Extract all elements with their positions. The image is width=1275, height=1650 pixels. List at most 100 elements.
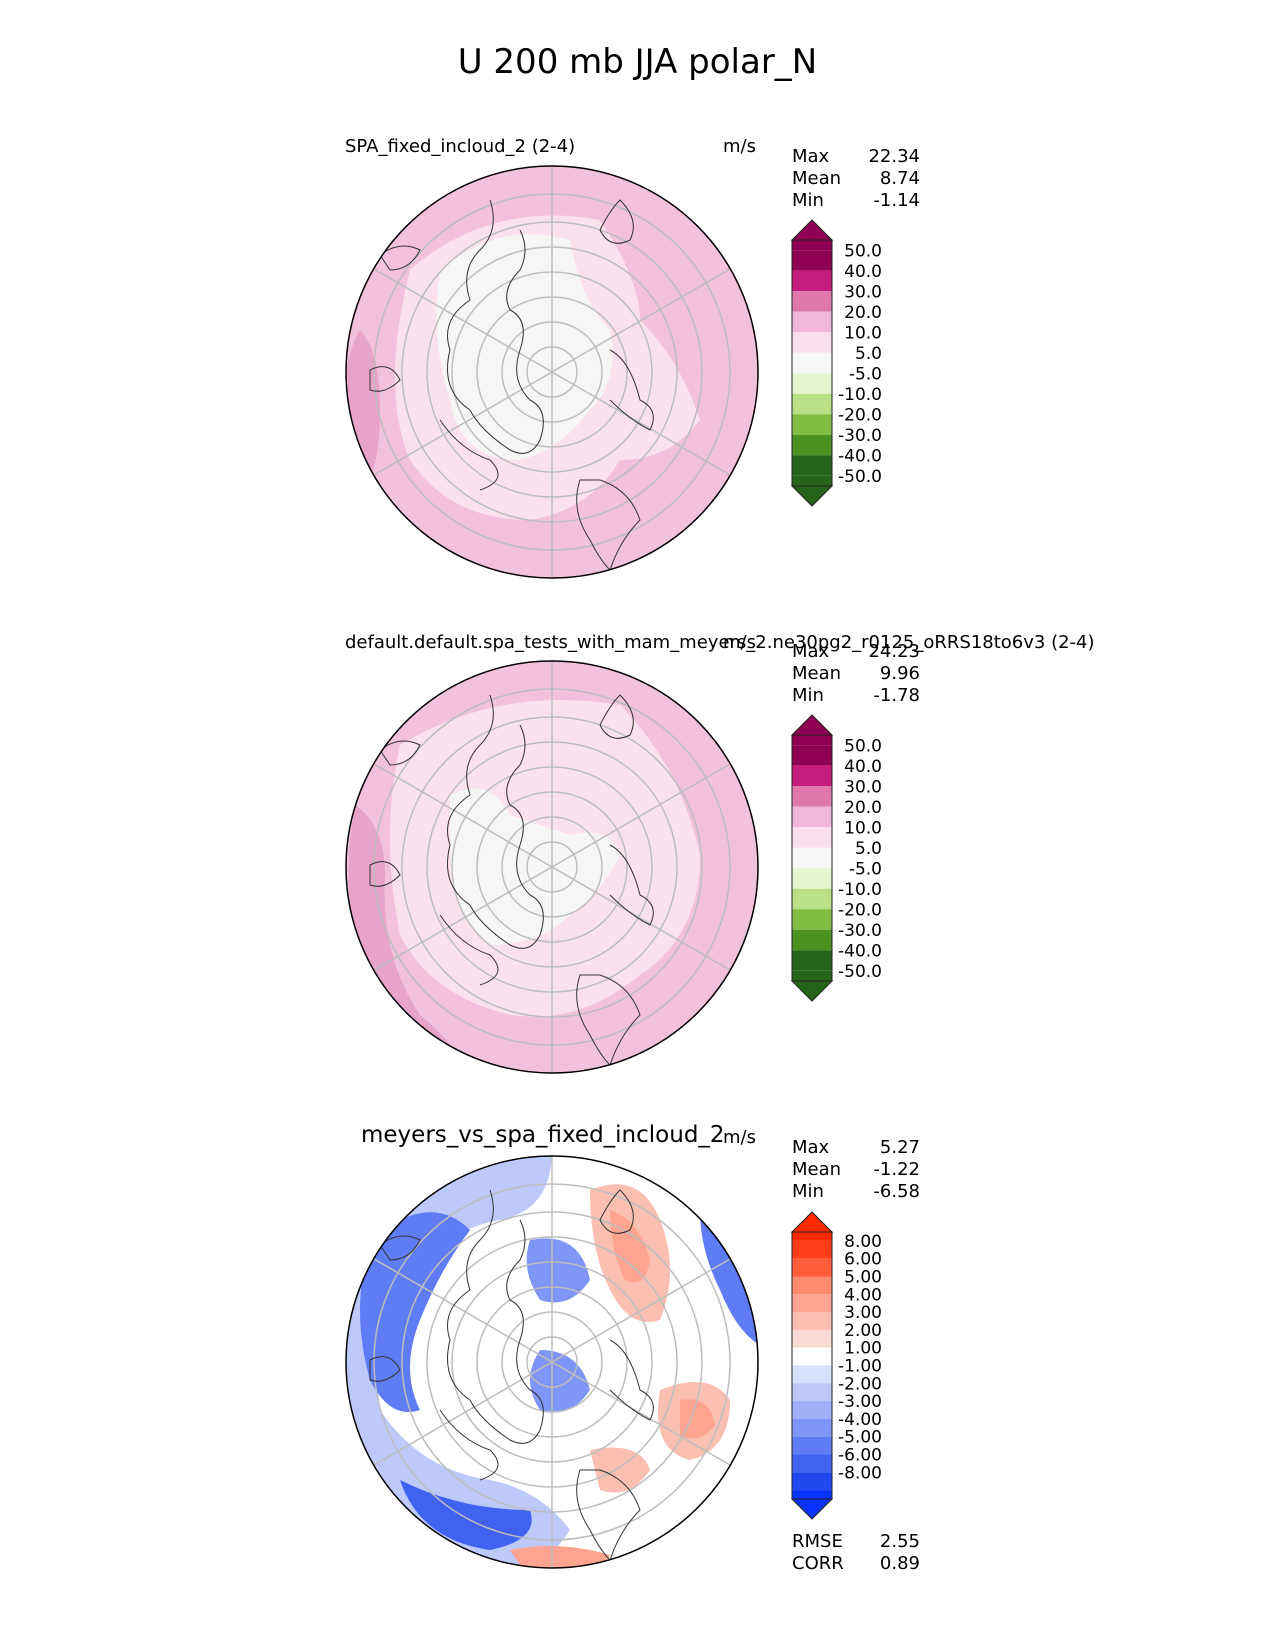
colorbar-tick-label: -5.0 (849, 859, 882, 879)
panel-2-field-fill-neutral (450, 788, 620, 945)
colorbar-swatch (792, 1365, 832, 1384)
panel-2-colorbar: 50.040.030.020.010.05.0-5.0-10.0-20.0-30… (790, 714, 882, 1002)
figure-title: U 200 mb JJA polar_N (457, 42, 818, 82)
panel-3-colorbar-swatches (790, 1211, 834, 1520)
colorbar-swatch (792, 1276, 832, 1295)
colorbar-swatch (792, 765, 832, 787)
panel-3-field-fill-pos-east-core (680, 1399, 715, 1439)
colorbar-swatch (792, 311, 832, 333)
panel-3-map (345, 1155, 759, 1569)
colorbar-extend-bottom (790, 1498, 834, 1520)
colorbar-swatch (792, 909, 832, 930)
colorbar-swatch (792, 806, 832, 828)
panel-3-graticule (373, 1156, 731, 1568)
colorbar-tick-label: 40.0 (844, 757, 882, 777)
panel-1-max-value: 22.34 (868, 146, 920, 167)
colorbar-tick-label: -10.0 (838, 880, 882, 900)
colorbar-swatch (792, 434, 832, 456)
panel-1-title: SPA_fixed_incloud_2 (2-4) (345, 136, 576, 157)
panel-1-mean-value: 8.74 (879, 168, 920, 189)
panel-1-graticule (373, 166, 731, 578)
panel-3-field-fill-pos-southeast (590, 1447, 650, 1493)
panel-1-min-value: -1.14 (873, 190, 920, 211)
colorbar-tick-label: -3.00 (838, 1392, 882, 1412)
colorbar-tick-label: 8.00 (844, 1232, 882, 1252)
colorbar-tick-label: 5.00 (844, 1268, 882, 1288)
panel-1-map (345, 165, 759, 579)
colorbar-swatch (792, 291, 832, 312)
panel-2-min-value: -1.78 (873, 685, 920, 706)
colorbar-tick-label: 5.0 (855, 344, 882, 364)
colorbar-swatch (792, 929, 832, 951)
colorbar-swatch (792, 745, 832, 766)
colorbar-tick-label: 20.0 (844, 303, 882, 323)
colorbar-swatch (792, 240, 832, 251)
panel-3-map-border (345, 1155, 759, 1569)
panel-3-field-fill-neg-north (526, 1238, 590, 1303)
colorbar-swatch (792, 1258, 832, 1277)
colorbar-tick-label: -5.0 (849, 364, 882, 384)
panel-2-graticule (373, 661, 731, 1073)
panel-1-mean-label: Mean (792, 168, 842, 189)
colorbar-swatch (792, 735, 832, 746)
colorbar-tick-label: 1.00 (844, 1339, 882, 1359)
panel-3-rmse-label: RMSE (792, 1531, 843, 1552)
panel-1-colorbar-swatches (790, 219, 834, 507)
colorbar-tick-label: 4.00 (844, 1285, 882, 1305)
colorbar-swatch (792, 970, 832, 981)
colorbar-swatch (792, 332, 832, 353)
panel-1-field-fill-neutral (436, 234, 613, 460)
colorbar-extend-bottom (790, 980, 834, 1002)
colorbar-extend-bottom (790, 485, 834, 507)
colorbar-extend-top (790, 1211, 834, 1233)
colorbar-tick-label: 10.0 (844, 818, 882, 838)
colorbar-tick-label: -10.0 (838, 385, 882, 405)
panel-1-colorbar-labels: 50.040.030.020.010.05.0-5.0-10.0-20.0-30… (838, 241, 882, 487)
panel-3-mean-value: -1.22 (873, 1159, 920, 1180)
panel-2-max-value: 24.23 (868, 641, 920, 662)
colorbar-swatch (792, 1329, 832, 1348)
panel-2-colorbar-swatches (790, 714, 834, 1002)
colorbar-tick-label: -40.0 (838, 446, 882, 466)
colorbar-swatch (792, 1383, 832, 1402)
panel-3-rmse-value: 2.55 (879, 1531, 920, 1552)
colorbar-swatch (792, 1312, 832, 1330)
colorbar-tick-label: 6.00 (844, 1250, 882, 1270)
panel-2-title: default.default.spa_tests_with_mam_meyer… (345, 632, 1095, 653)
panel-3-colorbar: 8.006.005.004.003.002.001.00-1.00-2.00-3… (790, 1211, 882, 1520)
colorbar-tick-label: 5.0 (855, 839, 882, 859)
colorbar-swatch (792, 888, 832, 910)
colorbar-swatch (792, 455, 832, 476)
panel-3-mean-label: Mean (792, 1159, 842, 1180)
panel-2-units: m/s (723, 632, 756, 653)
colorbar-outline (791, 734, 833, 982)
panel-2-mean-value: 9.96 (879, 663, 920, 684)
colorbar-swatch (792, 786, 832, 807)
colorbar-extend-top (790, 219, 834, 241)
colorbar-swatch (792, 270, 832, 292)
panel-3-min-value: -6.58 (873, 1181, 920, 1202)
colorbar-swatch (792, 373, 832, 394)
colorbar-swatch (792, 1490, 832, 1499)
colorbar-swatch (792, 1232, 832, 1241)
panel-3-field-fill-neg-strong-west (360, 1212, 470, 1412)
colorbar-tick-label: -4.00 (838, 1410, 882, 1430)
colorbar-swatch (792, 1436, 832, 1455)
panel-1-units: m/s (723, 136, 756, 157)
colorbar-swatch (792, 847, 832, 869)
colorbar-swatch (792, 1454, 832, 1473)
colorbar-tick-label: 2.00 (844, 1321, 882, 1341)
colorbar-tick-label: -30.0 (838, 921, 882, 941)
panel-3-max-value: 5.27 (879, 1137, 920, 1158)
panel-2-map (345, 660, 759, 1074)
panel-3-units: m/s (723, 1127, 756, 1148)
colorbar-swatch (792, 1294, 832, 1313)
colorbar-tick-label: -8.00 (838, 1463, 882, 1483)
colorbar-tick-label: 30.0 (844, 282, 882, 302)
colorbar-swatch (792, 1401, 832, 1419)
colorbar-swatch (792, 250, 832, 271)
colorbar-swatch (792, 352, 832, 374)
colorbar-tick-label: 50.0 (844, 241, 882, 261)
colorbar-swatch (792, 1347, 832, 1366)
panel-1-colorbar: 50.040.030.020.010.05.0-5.0-10.0-20.0-30… (790, 219, 882, 507)
